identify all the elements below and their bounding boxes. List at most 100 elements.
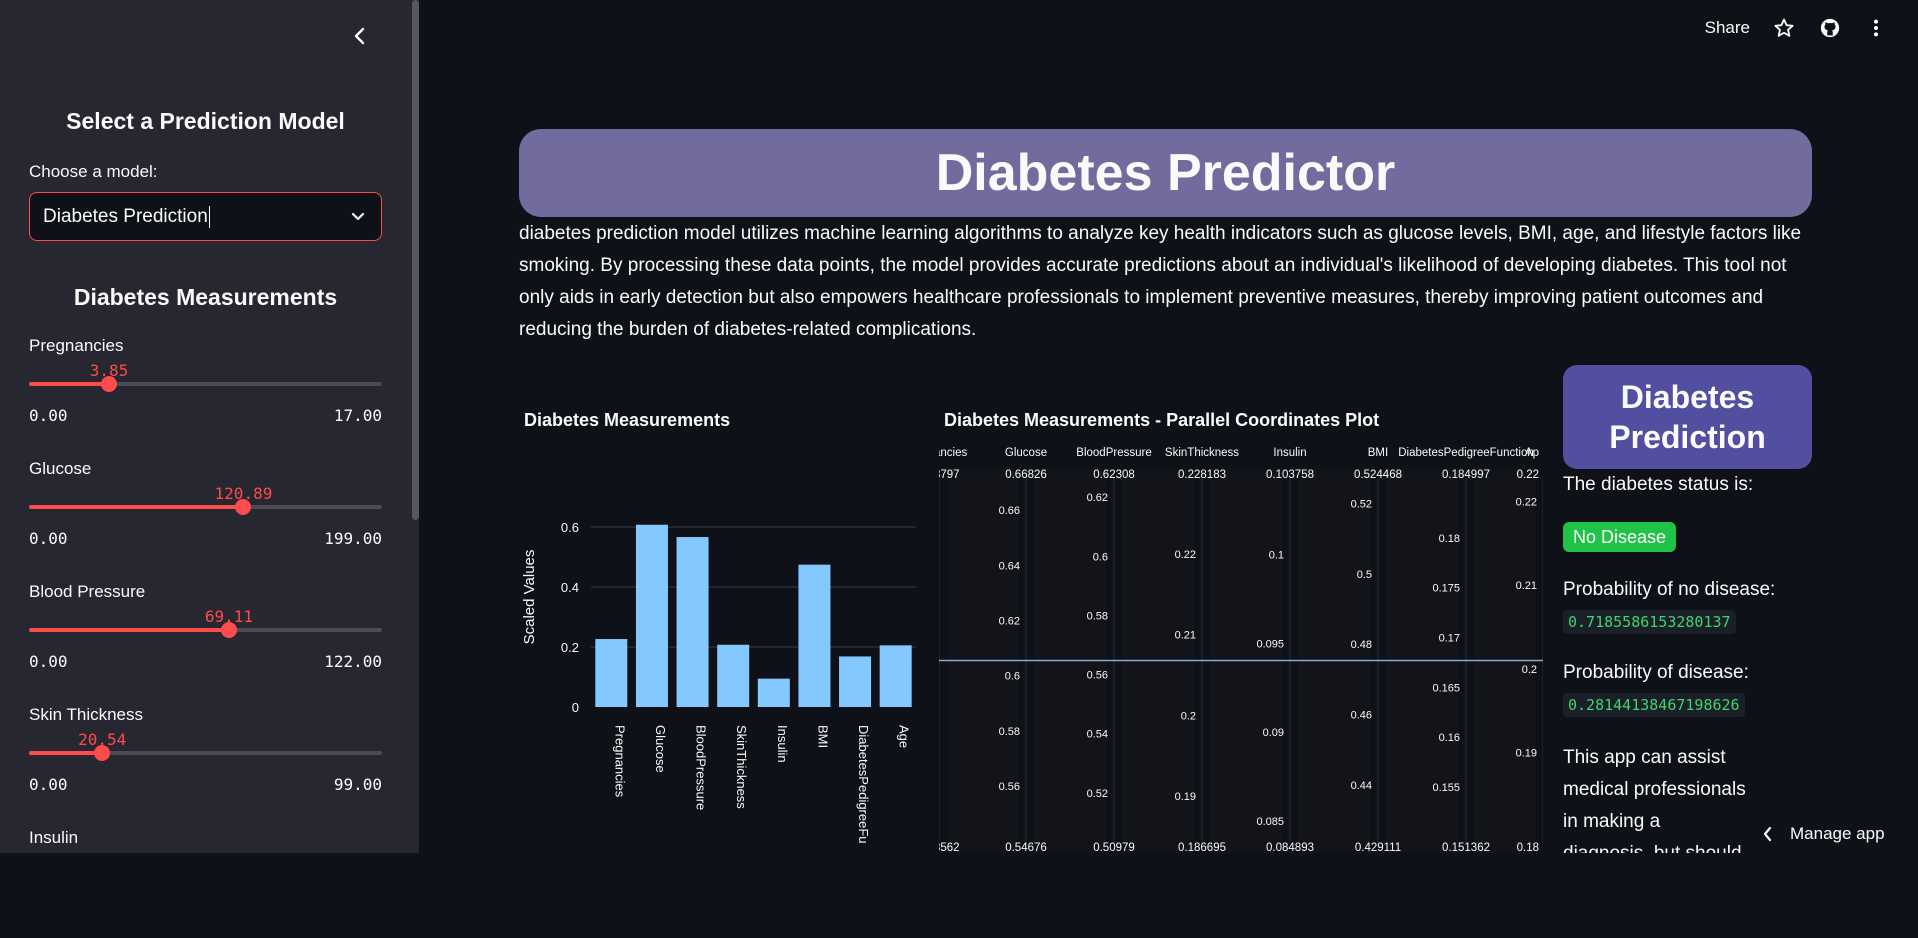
pc-tick-label: 0.62 <box>1087 492 1108 504</box>
manage-app-button[interactable]: Manage app <box>1752 815 1918 853</box>
bar-pregnancies[interactable] <box>595 639 628 707</box>
bar-bmi[interactable] <box>798 564 831 707</box>
y-tick-label: 0.6 <box>561 520 579 535</box>
pc-axis-min: 0.186695 <box>1178 842 1226 853</box>
pc-tick-label: 0.19 <box>1175 791 1196 803</box>
pc-tick-label: 0.58 <box>1087 610 1108 622</box>
pc-tick-label: 0.18 <box>1439 533 1460 545</box>
pc-axis-max: 0.524468 <box>1354 469 1402 481</box>
chevron-left-icon <box>354 27 365 45</box>
star-icon[interactable] <box>1772 16 1796 40</box>
pc-tick-label: 0.54 <box>1087 729 1108 741</box>
slider-track[interactable] <box>29 622 382 638</box>
pc-axis-name: ancies <box>939 447 967 459</box>
slider-blood-pressure[interactable]: Blood Pressure 69.11 0.00 122.00 <box>29 582 382 692</box>
slider-min: 0.00 <box>29 775 68 794</box>
y-axis-label: Scaled Values <box>521 550 538 645</box>
slider-glucose[interactable]: Glucose 120.89 0.00 199.00 <box>29 459 382 569</box>
pc-tick-label: 0.46 <box>1351 709 1372 721</box>
pc-tick-label: 0.56 <box>1087 670 1108 682</box>
pc-tick-label: 0.22 <box>1516 496 1537 508</box>
pc-tick-label: 0.165 <box>1432 682 1460 694</box>
pc-axis-min: 0.18 <box>1517 842 1539 853</box>
pc-tick-label: 0.22 <box>1175 549 1196 561</box>
slider-thumb[interactable] <box>94 745 111 761</box>
slider-label: Glucose <box>29 459 92 478</box>
pc-tick-label: 0.58 <box>999 726 1020 738</box>
github-icon[interactable] <box>1818 16 1842 40</box>
model-select[interactable]: Diabetes Prediction <box>29 192 382 241</box>
pc-axis-max: 0.62308 <box>1093 469 1135 481</box>
bar-bloodpressure[interactable] <box>676 537 709 707</box>
slider-max: 122.00 <box>324 652 382 671</box>
pc-axis-min: 3562 <box>939 842 960 853</box>
x-tick-label: Insulin <box>775 725 790 763</box>
y-tick-label: 0.2 <box>561 640 579 655</box>
pc-tick-label: 0.19 <box>1516 748 1537 760</box>
pc-axis-name: Glucose <box>1005 447 1047 459</box>
slider-track[interactable] <box>29 376 382 392</box>
pc-axis-min: 0.084893 <box>1266 842 1314 853</box>
slider-track[interactable] <box>29 745 382 761</box>
pc-tick-label: 0.21 <box>1516 580 1537 592</box>
slider-track[interactable] <box>29 499 382 515</box>
x-tick-label: Pregnancies <box>612 725 627 798</box>
collapse-sidebar-button[interactable] <box>346 22 374 50</box>
slider-max: 199.00 <box>324 529 382 548</box>
bar-skinthickness[interactable] <box>717 644 750 707</box>
x-tick-label: Glucose <box>653 725 668 773</box>
sidebar: Select a Prediction Model Choose a model… <box>0 0 419 853</box>
measurements-section-title: Diabetes Measurements <box>73 284 338 310</box>
sidebar-scrollbar[interactable] <box>412 0 419 520</box>
slider-insulin[interactable]: Insulin <box>29 828 382 938</box>
bar-insulin[interactable] <box>757 678 790 707</box>
slider-min: 0.00 <box>29 406 68 425</box>
pc-tick-label: 0.09 <box>1263 727 1284 739</box>
slider-thumb[interactable] <box>100 376 117 392</box>
x-tick-label: SkinThickness <box>734 725 749 809</box>
share-button[interactable]: Share <box>1704 18 1750 37</box>
prob-no-disease-label: Probability of no disease: <box>1563 579 1776 600</box>
slider-fill <box>29 505 244 509</box>
pc-tick-label: 0.44 <box>1351 780 1372 792</box>
pc-axis-name: Insulin <box>1273 447 1306 459</box>
pc-tick-label: 0.64 <box>999 560 1020 572</box>
slider-min: 0.00 <box>29 652 68 671</box>
pc-tick-label: 0.56 <box>999 781 1020 793</box>
pc-tick-label: 0.17 <box>1439 632 1460 644</box>
pc-tick-label: 0.6 <box>1093 551 1108 563</box>
more-vertical-icon[interactable] <box>1864 16 1888 40</box>
slider-skin-thickness[interactable]: Skin Thickness 20.54 0.00 99.00 <box>29 705 382 815</box>
slider-thumb[interactable] <box>235 499 252 515</box>
pc-axis-name: SkinThickness <box>1165 447 1239 459</box>
y-tick-label: 0.4 <box>561 580 579 595</box>
pc-axis-min: 0.54676 <box>1005 842 1047 853</box>
slider-value: 69.11 <box>204 607 254 626</box>
status-badge: No Disease <box>1563 522 1677 552</box>
slider-thumb[interactable] <box>220 622 237 638</box>
pc-tick-label: 0.21 <box>1175 630 1196 642</box>
pc-axis-max: 0.228183 <box>1178 469 1226 481</box>
choose-model-label: Choose a model: <box>29 162 158 181</box>
pc-tick-label: 0.155 <box>1432 782 1460 794</box>
prediction-card: Diabetes Prediction <box>1563 365 1812 469</box>
disclaimer-text: This app can assist medical professional… <box>1563 747 1746 853</box>
status-label: The diabetes status is: <box>1563 474 1754 495</box>
slider-pregnancies[interactable]: Pregnancies 3.85 0.00 17.00 <box>29 336 382 446</box>
slider-fill <box>29 382 109 386</box>
prob-disease-label: Probability of disease: <box>1563 662 1749 683</box>
pc-tick-label: 0.085 <box>1256 816 1284 828</box>
pc-axis-max: 0.66826 <box>1005 469 1047 481</box>
text-cursor <box>208 205 210 228</box>
pc-axis-name: BloodPressure <box>1076 447 1151 459</box>
app-description: diabetes prediction model utilizes machi… <box>519 223 1802 340</box>
pc-tick-label: 0.095 <box>1256 638 1284 650</box>
slider-value: 20.54 <box>78 730 127 749</box>
bar-diabetespedigreefunction[interactable] <box>839 656 872 707</box>
x-tick-label: DiabetesPedigreeFu <box>856 725 871 844</box>
pc-tick-label: 0.1 <box>1269 550 1284 562</box>
pc-axis-name: Ap <box>1525 447 1539 459</box>
pc-tick-label: 0.66 <box>999 505 1020 517</box>
bar-glucose[interactable] <box>635 524 668 707</box>
bar-age[interactable] <box>879 645 912 707</box>
